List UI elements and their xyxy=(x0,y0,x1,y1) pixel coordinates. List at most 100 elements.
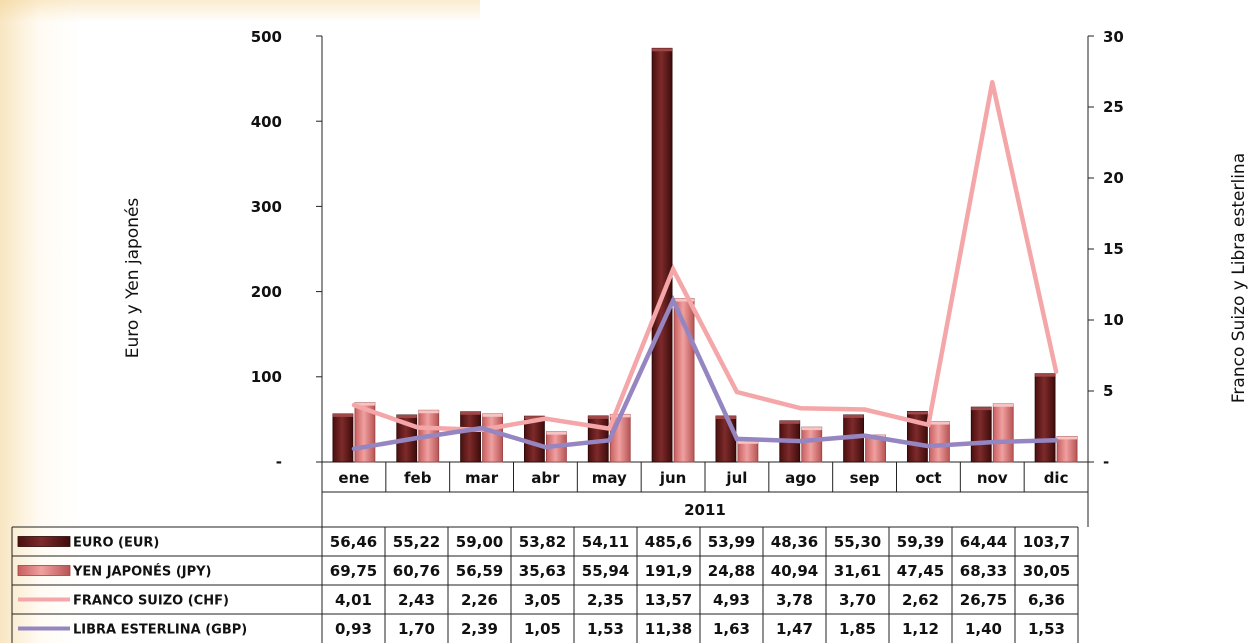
y-right-title: Franco Suizo y Libra esterlina xyxy=(1229,153,1248,403)
line-point xyxy=(479,425,484,431)
table-cell: 3,05 xyxy=(524,591,561,609)
line-point xyxy=(543,444,548,450)
bar-top xyxy=(929,421,950,425)
table-cell: 55,22 xyxy=(393,533,440,551)
table-cell: 1,53 xyxy=(1028,620,1065,638)
axes-and-table-lines: ene feb mar abr may jun jul ago sep oct nov dic xyxy=(11,35,1094,643)
table-cell: 2,26 xyxy=(461,591,498,609)
table-cell: 40,94 xyxy=(771,562,818,580)
table-cell: 60,76 xyxy=(393,562,440,580)
table-cell: 35,63 xyxy=(519,562,566,580)
category-label: sep xyxy=(850,469,880,487)
category-label: feb xyxy=(404,469,432,487)
table-cell: 56,46 xyxy=(330,533,377,551)
line-point xyxy=(734,436,740,442)
bar xyxy=(1056,435,1078,463)
category-label: nov xyxy=(977,469,1008,487)
bar-top xyxy=(524,416,545,420)
y-right-tick: 25 xyxy=(1103,98,1124,116)
line-point xyxy=(862,433,867,438)
bar-top xyxy=(674,298,695,302)
legend-label: EURO (EUR) xyxy=(73,536,159,551)
table-cell: 24,88 xyxy=(708,562,755,580)
bar-top xyxy=(332,413,353,417)
bar xyxy=(737,440,759,463)
legend-label: LIBRA ESTERLINA (GBP) xyxy=(73,623,247,638)
table-cell: 3,78 xyxy=(776,591,813,609)
category-label: mar xyxy=(465,469,499,487)
group-label: 2011 xyxy=(684,501,726,519)
bar-top xyxy=(418,410,439,414)
line-point xyxy=(990,79,995,85)
category-label: ene xyxy=(338,469,369,487)
legend-swatch xyxy=(17,536,71,547)
bar-top xyxy=(482,413,503,417)
y-left-tick: 300 xyxy=(251,198,282,216)
table-cell: 0,93 xyxy=(335,620,372,638)
bar-top xyxy=(652,48,673,52)
bar-top xyxy=(737,440,758,444)
bar-top xyxy=(396,414,417,418)
line-point xyxy=(607,426,612,431)
table-cell: 2,62 xyxy=(902,591,939,609)
series-line xyxy=(353,81,1059,433)
line-point xyxy=(543,416,548,421)
line-point xyxy=(351,402,357,408)
table-cell: 55,94 xyxy=(582,562,629,580)
bar-top xyxy=(993,403,1014,407)
category-label: jun xyxy=(659,469,687,487)
y-right-tick: 5 xyxy=(1103,382,1113,400)
bars xyxy=(332,47,1078,463)
bar xyxy=(651,47,673,463)
table-cell: 103,7 xyxy=(1023,533,1070,551)
legend-swatch xyxy=(17,565,71,576)
line-point xyxy=(926,422,931,427)
table-cell: 26,75 xyxy=(960,591,1007,609)
line-point xyxy=(415,435,420,441)
series-line xyxy=(353,294,1057,452)
line-point xyxy=(926,443,931,449)
line-point xyxy=(862,407,867,412)
y-right-tick: 30 xyxy=(1103,28,1124,46)
bar xyxy=(482,413,503,463)
bar xyxy=(1034,373,1056,463)
table-cell: 4,93 xyxy=(713,591,750,609)
bar-top xyxy=(546,431,567,435)
table-cell: 55,30 xyxy=(834,533,881,551)
y-left-title: Euro y Yen japonés xyxy=(123,198,143,359)
table-cell: 1,05 xyxy=(524,620,561,638)
legend-label: FRANCO SUIZO (CHF) xyxy=(73,594,229,609)
lines xyxy=(351,79,1059,452)
bar-top xyxy=(801,427,822,431)
line-point xyxy=(670,267,676,272)
bar-top xyxy=(971,407,992,411)
table-cell: 1,53 xyxy=(587,620,624,638)
category-label: ago xyxy=(785,469,816,487)
bar xyxy=(332,413,354,463)
line-point xyxy=(798,438,803,444)
y-right-ticks: - 5 10 15 20 25 30 xyxy=(1103,28,1124,471)
table-cell: 1,63 xyxy=(713,620,750,638)
table-cell: 30,05 xyxy=(1023,562,1070,580)
category-label: jul xyxy=(725,469,747,487)
category-label: abr xyxy=(531,469,560,487)
background-top-wash xyxy=(0,0,480,22)
y-left-ticks: - 100 200 300 400 500 xyxy=(251,28,282,471)
table-cell: 6,36 xyxy=(1028,591,1065,609)
bar-top xyxy=(1057,436,1078,440)
table-cell: 69,75 xyxy=(330,562,377,580)
table-cell: 191,9 xyxy=(645,562,692,580)
line-point xyxy=(1053,369,1059,374)
table-cell: 2,39 xyxy=(461,620,498,638)
table-cell: 1,12 xyxy=(902,620,939,638)
line-point xyxy=(798,406,803,411)
table-cell: 59,00 xyxy=(456,533,503,551)
line-point xyxy=(607,438,612,443)
table-cell: 53,99 xyxy=(708,533,755,551)
bar-top xyxy=(907,411,928,415)
table-cell: 2,35 xyxy=(587,591,624,609)
line-point xyxy=(734,389,740,395)
table-cell: 1,85 xyxy=(839,620,876,638)
bar xyxy=(992,403,1014,463)
